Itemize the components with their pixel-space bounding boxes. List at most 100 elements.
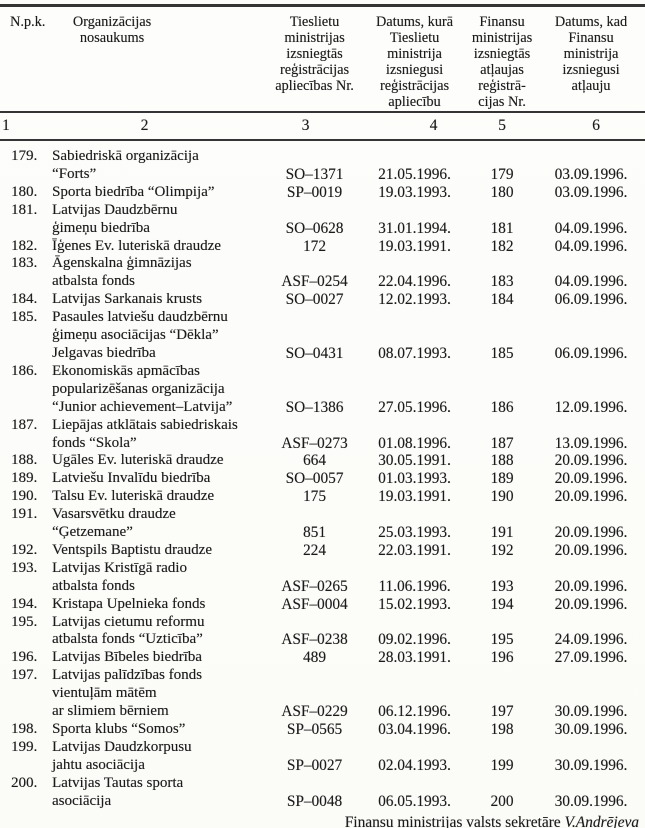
column-number-2: 2 xyxy=(140,117,149,134)
finance-permit-date: 03.09.1996. xyxy=(554,165,628,183)
finance-permit-nr: 200 xyxy=(490,792,514,810)
finance-permit-nr: 196 xyxy=(490,649,514,667)
finance-permit-date: 12.09.1996. xyxy=(554,398,628,416)
row-number: 190. xyxy=(11,488,38,505)
finance-permit-date: 20.09.1996. xyxy=(554,452,628,470)
org-name: Āgenskalna ģimnāzijas atbalsta fonds xyxy=(52,255,192,290)
justice-reg-date: 30.05.1991. xyxy=(378,452,451,470)
finance-permit-date: 30.09.1996. xyxy=(554,756,628,774)
header-cell-npk: N.p.k. xyxy=(10,14,46,30)
finance-permit-nr: 195 xyxy=(490,631,514,649)
finance-permit-date: 20.09.1996. xyxy=(554,541,628,559)
justice-reg-date: 03.04.1996. xyxy=(378,721,451,738)
header-cell-justice-date: Datums, kurā Tieslietu ministrija izsnie… xyxy=(375,14,454,110)
table-row: 194. Kristapa Upelnieka fonds ASF–0004 1… xyxy=(0,596,645,614)
org-name: Latvijas Sarkanais krusts xyxy=(52,291,202,308)
table-row: 192. Ventspils Baptistu draudze 224 22.0… xyxy=(0,542,645,560)
row-number: 187. xyxy=(11,416,38,433)
justice-reg-date: 01.08.1996. xyxy=(378,434,451,452)
row-number: 191. xyxy=(11,506,38,523)
justice-reg-date: 02.04.1993. xyxy=(378,756,451,774)
header-cell-finance-nr: Finansu ministrijas izsniegtās atļaujas … xyxy=(471,14,533,110)
justice-reg-date: 06.12.1996. xyxy=(378,703,451,721)
row-number: 196. xyxy=(11,649,38,666)
org-name: Latviešu Invalīdu biedrība xyxy=(52,470,211,487)
justice-reg-nr: SO–0431 xyxy=(285,344,344,362)
finance-permit-date: 13.09.1996. xyxy=(554,434,628,452)
finance-permit-nr: 194 xyxy=(490,595,514,613)
justice-reg-nr: ASF–0273 xyxy=(281,434,348,452)
finance-permit-nr: 197 xyxy=(490,703,514,721)
justice-reg-nr: SO–1386 xyxy=(285,398,344,416)
finance-permit-date: 04.09.1996. xyxy=(554,273,628,291)
row-number: 200. xyxy=(11,774,38,791)
finance-permit-nr: 193 xyxy=(490,577,514,595)
finance-permit-nr: 180 xyxy=(490,183,514,201)
justice-reg-date: 27.05.1996. xyxy=(378,398,451,416)
justice-reg-date: 19.03.1993. xyxy=(378,183,451,201)
org-name: Sporta klubs “Somos” xyxy=(52,721,186,737)
justice-reg-nr: 489 xyxy=(303,649,326,667)
finance-permit-date: 30.09.1996. xyxy=(554,721,628,738)
finance-permit-date: 24.09.1996. xyxy=(554,631,628,649)
justice-reg-date: 22.03.1991. xyxy=(378,541,451,559)
row-number: 197. xyxy=(11,667,38,684)
justice-reg-nr: ASF–0254 xyxy=(281,273,348,291)
footer-signature-line: Finansu ministrijas valsts sekretāre V.A… xyxy=(0,814,645,828)
table-header-row: N.p.k. Organizācijas nosaukums Tieslietu… xyxy=(0,7,645,111)
justice-reg-nr: 851 xyxy=(303,524,326,542)
justice-reg-date: 11.06.1996. xyxy=(378,577,451,595)
finance-permit-date: 30.09.1996. xyxy=(554,703,628,721)
table-row: 190. Talsu Ev. luteriskā draudze 175 19.… xyxy=(0,488,645,506)
table-row: 188. Ugāles Ev. luteriskā draudze 664 30… xyxy=(0,452,645,470)
org-name: Latvijas Tautas sporta asociācija xyxy=(52,774,184,809)
table-top-rule xyxy=(0,4,645,7)
justice-reg-nr: SP–0048 xyxy=(286,792,343,810)
finance-permit-nr: 187 xyxy=(490,434,514,452)
justice-reg-date: 25.03.1993. xyxy=(378,524,451,542)
table-row: 182. Īģenes Ev. luteriskā draudze 172 19… xyxy=(0,238,645,256)
justice-reg-nr: ASF–0229 xyxy=(281,703,348,721)
org-name: Liepājas atklātais sabiedriskais fonds “… xyxy=(52,416,238,451)
justice-reg-nr: 172 xyxy=(303,237,326,255)
row-number: 198. xyxy=(11,721,38,737)
org-name: Latvijas Kristīgā radio atbalsta fonds xyxy=(52,559,187,594)
header-cell-org-name: Organizācijas nosaukums xyxy=(72,14,152,46)
justice-reg-date: 19.03.1991. xyxy=(378,488,451,506)
justice-reg-nr: ASF–0004 xyxy=(281,595,348,613)
justice-reg-date: 28.03.1991. xyxy=(378,649,451,667)
org-name: Latvijas Daudzbērnu ģimeņu biedrība xyxy=(52,201,178,236)
footer-text: Finansu ministrijas valsts sekretāre xyxy=(344,813,561,828)
column-number-6: 6 xyxy=(592,117,600,134)
row-number: 188. xyxy=(11,452,38,469)
row-number: 182. xyxy=(11,237,38,254)
table-row: 179. Sabiedriskā organizācija “Forts” SO… xyxy=(0,148,645,184)
finance-permit-nr: 181 xyxy=(490,219,514,237)
table-row: 195. Latvijas cietumu reformu atbalsta f… xyxy=(0,614,645,650)
justice-reg-nr: ASF–0265 xyxy=(281,577,348,595)
column-numbers-row: 1 2 3 4 5 6 xyxy=(0,113,645,139)
org-name: Kristapa Upelnieka fonds xyxy=(52,595,206,612)
finance-permit-nr: 183 xyxy=(490,273,514,291)
finance-permit-date: 20.09.1996. xyxy=(554,488,628,506)
table-row: 183. Āgenskalna ģimnāzijas atbalsta fond… xyxy=(0,255,645,291)
finance-permit-nr: 184 xyxy=(490,291,514,309)
row-number: 199. xyxy=(11,738,38,755)
justice-reg-nr: 175 xyxy=(303,488,326,506)
finance-permit-nr: 191 xyxy=(490,524,514,542)
table-row: 187. Liepājas atklātais sabiedriskais fo… xyxy=(0,417,645,453)
justice-reg-nr: 224 xyxy=(303,541,326,559)
finance-permit-nr: 198 xyxy=(490,721,514,738)
row-number: 192. xyxy=(11,541,38,558)
org-name: Ugāles Ev. luteriskā draudze xyxy=(52,452,224,469)
justice-reg-date: 22.04.1996. xyxy=(378,273,451,291)
justice-reg-date: 21.05.1996. xyxy=(378,165,451,183)
finance-permit-date: 20.09.1996. xyxy=(554,470,628,488)
finance-permit-nr: 190 xyxy=(490,488,514,506)
table-body: 179. Sabiedriskā organizācija “Forts” SO… xyxy=(0,141,645,811)
finance-permit-nr: 182 xyxy=(490,237,514,255)
justice-reg-nr: SO–0027 xyxy=(285,291,344,309)
finance-permit-nr: 188 xyxy=(490,452,514,470)
column-number-4: 4 xyxy=(429,117,438,134)
justice-reg-nr: SO–0628 xyxy=(285,219,344,237)
